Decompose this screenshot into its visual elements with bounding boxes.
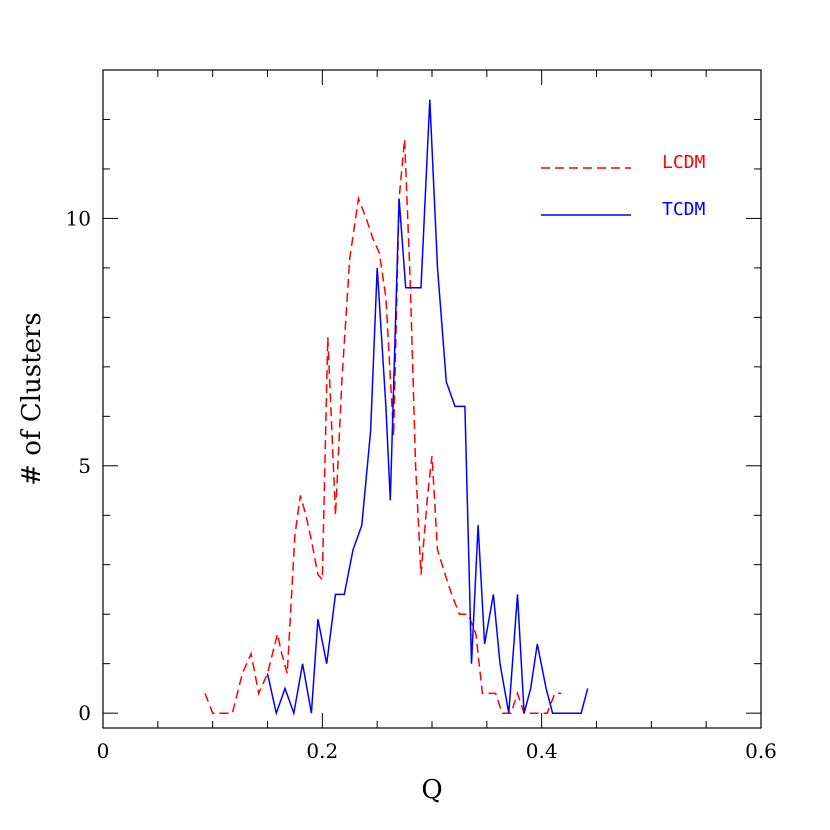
series-line-tcdm xyxy=(266,99,589,717)
y-tick-label: 10 xyxy=(66,206,91,230)
x-tick-label: 0 xyxy=(97,739,110,763)
y-tick-label: 5 xyxy=(78,454,91,478)
axis-ticks xyxy=(102,69,762,728)
legend: LCDM TCDM xyxy=(541,152,706,220)
legend-label-lcdm: LCDM xyxy=(662,152,706,173)
x-tick-label: 0.6 xyxy=(745,739,777,763)
y-axis-title: # of Clusters xyxy=(17,312,47,486)
x-tick-label: 0.2 xyxy=(306,739,338,763)
x-axis-title: Q xyxy=(421,775,442,805)
series-layer xyxy=(204,99,589,717)
tick-labels: 0 0.2 0.4 0.6 0 5 10 xyxy=(66,206,777,763)
x-tick-label: 0.4 xyxy=(526,739,558,763)
legend-label-tcdm: TCDM xyxy=(662,199,706,220)
series-line-lcdm xyxy=(204,139,562,714)
y-tick-label: 0 xyxy=(78,701,91,725)
